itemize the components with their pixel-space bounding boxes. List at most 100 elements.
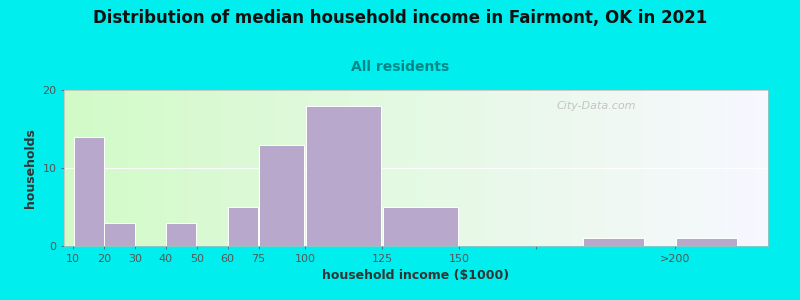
Bar <box>466 90 469 246</box>
Bar <box>265 90 268 246</box>
Bar <box>634 90 638 246</box>
Bar <box>177 90 180 246</box>
Bar <box>743 90 747 246</box>
Bar <box>378 90 381 246</box>
Bar <box>536 90 539 246</box>
Bar <box>659 90 662 246</box>
Bar <box>162 90 166 246</box>
Bar <box>184 90 187 246</box>
Bar <box>583 238 644 246</box>
Bar <box>490 90 494 246</box>
Bar <box>483 90 486 246</box>
Bar <box>110 90 114 246</box>
Bar <box>560 90 564 246</box>
Bar <box>391 90 395 246</box>
Bar <box>250 90 254 246</box>
Bar <box>170 90 173 246</box>
Text: Distribution of median household income in Fairmont, OK in 2021: Distribution of median household income … <box>93 9 707 27</box>
Bar <box>610 90 613 246</box>
Bar <box>346 90 349 246</box>
Bar <box>159 90 162 246</box>
Bar <box>363 90 366 246</box>
Bar <box>243 90 247 246</box>
Bar <box>476 90 479 246</box>
Bar <box>272 90 275 246</box>
Bar <box>557 90 560 246</box>
Bar <box>187 90 190 246</box>
Bar <box>237 90 240 246</box>
Bar <box>166 90 170 246</box>
Text: City-Data.com: City-Data.com <box>557 101 636 111</box>
Bar <box>215 90 219 246</box>
Bar <box>149 90 152 246</box>
Bar <box>74 90 78 246</box>
Text: All residents: All residents <box>351 60 449 74</box>
Bar <box>106 90 110 246</box>
Bar <box>617 90 620 246</box>
Bar <box>571 90 574 246</box>
Bar <box>208 90 212 246</box>
Bar <box>180 90 184 246</box>
Bar <box>321 90 325 246</box>
Bar <box>645 90 648 246</box>
Bar <box>331 90 335 246</box>
Bar <box>194 90 198 246</box>
Bar <box>426 90 430 246</box>
Bar <box>434 90 437 246</box>
Bar <box>652 90 655 246</box>
Bar <box>567 90 571 246</box>
Bar <box>733 90 736 246</box>
Bar <box>624 90 627 246</box>
Bar <box>620 90 624 246</box>
Bar <box>511 90 514 246</box>
Bar <box>574 90 578 246</box>
Bar <box>124 90 127 246</box>
Bar <box>673 90 677 246</box>
Bar <box>142 90 145 246</box>
Bar <box>268 90 272 246</box>
Bar <box>82 90 85 246</box>
Bar <box>701 90 705 246</box>
Bar <box>494 90 497 246</box>
Bar <box>687 90 690 246</box>
Bar <box>419 90 423 246</box>
Bar <box>585 90 589 246</box>
Bar <box>247 90 250 246</box>
Bar <box>228 207 258 246</box>
Bar <box>293 90 296 246</box>
Bar <box>497 90 501 246</box>
Bar <box>134 90 138 246</box>
Bar <box>349 90 353 246</box>
Bar <box>592 90 595 246</box>
Bar <box>240 90 243 246</box>
Bar <box>479 90 483 246</box>
Bar <box>120 90 124 246</box>
Bar <box>578 90 582 246</box>
Bar <box>314 90 318 246</box>
Bar <box>666 90 670 246</box>
Bar <box>275 90 278 246</box>
Bar <box>550 90 554 246</box>
Bar <box>402 90 406 246</box>
Bar <box>448 90 451 246</box>
Bar <box>310 90 314 246</box>
Bar <box>662 90 666 246</box>
Bar <box>306 106 382 246</box>
Bar <box>648 90 652 246</box>
Bar <box>409 90 413 246</box>
Bar <box>638 90 642 246</box>
Bar <box>78 90 82 246</box>
Bar <box>395 90 398 246</box>
Bar <box>230 90 233 246</box>
Bar <box>278 90 282 246</box>
Bar <box>472 90 476 246</box>
Bar <box>539 90 542 246</box>
Bar <box>627 90 630 246</box>
Bar <box>670 90 673 246</box>
Bar <box>226 90 230 246</box>
Bar <box>398 90 402 246</box>
Bar <box>342 90 346 246</box>
Bar <box>522 90 525 246</box>
Bar <box>758 90 761 246</box>
Bar <box>202 90 205 246</box>
